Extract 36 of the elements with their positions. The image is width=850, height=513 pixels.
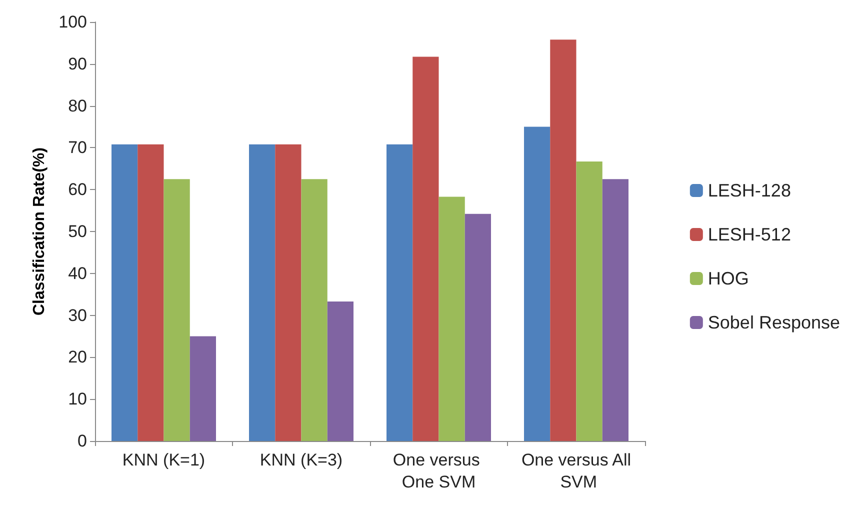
bar [138,144,164,441]
legend-label: LESH-512 [708,224,791,244]
bar [301,179,328,441]
bar [190,336,216,441]
bar [602,179,628,441]
y-tick-label: 50 [68,222,87,241]
legend-label: LESH-128 [708,180,791,200]
x-tick-label: KNN (K=3) [260,450,343,470]
y-tick-label: 30 [68,306,87,325]
y-tick-label: 90 [68,54,87,74]
y-tick-label: 100 [58,12,87,32]
legend-label: Sobel Response [708,312,840,332]
y-axis-title: Classification Rate(%) [31,147,48,316]
bar [386,144,413,441]
bar [438,196,465,441]
y-tick-label: 60 [68,180,87,200]
legend-label: HOG [708,268,749,288]
bar [412,56,439,441]
y-tick-label: 20 [68,348,87,367]
y-tick-label: 40 [68,264,87,283]
bar [275,144,302,441]
bar [249,144,276,441]
bar [164,179,190,441]
y-tick-label: 10 [68,390,87,409]
x-tick-label: One versus One SVM [392,450,485,492]
bar [550,40,576,441]
bar [524,126,550,441]
x-tick-label: One versus All SVM [521,450,632,492]
bar [464,214,491,441]
y-tick-label: 70 [68,138,87,158]
bar [576,162,602,441]
x-tick-label: KNN (K=1) [122,450,206,470]
y-tick-label: 80 [68,96,87,116]
bar [112,144,138,441]
bar [327,301,354,441]
y-tick-label: 0 [78,432,87,450]
